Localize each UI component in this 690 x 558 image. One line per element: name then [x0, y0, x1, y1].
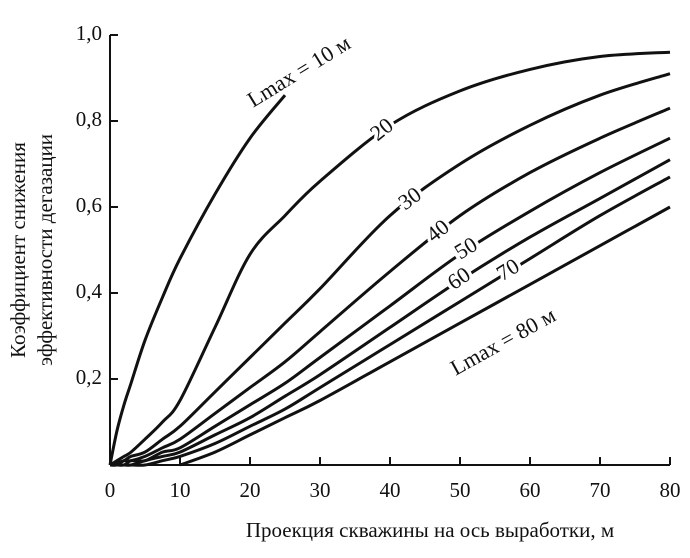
x-tick-label: 80 [660, 478, 681, 502]
y-tick-label: 0,4 [76, 279, 103, 303]
x-tick-label: 30 [310, 478, 331, 502]
curve [110, 175, 671, 467]
curve [109, 72, 671, 467]
x-tick-label: 60 [520, 478, 541, 502]
curve [109, 50, 671, 467]
curve [108, 94, 287, 466]
y-axis-label: эффективности дегазации [33, 134, 57, 366]
y-tick-label: 0,8 [76, 107, 102, 131]
series-label: Lmax = 80 м [446, 302, 560, 380]
curve [110, 136, 671, 467]
x-tick-label: 20 [240, 478, 261, 502]
curve [110, 158, 671, 467]
x-tick-label: 10 [170, 478, 191, 502]
series-label: Lmax = 10 м [243, 30, 355, 112]
curve [179, 205, 671, 467]
y-tick-label: 1,0 [76, 21, 102, 45]
x-tick-label: 70 [590, 478, 611, 502]
y-tick-label: 0,2 [76, 365, 102, 389]
x-tick-label: 40 [380, 478, 401, 502]
x-tick-label: 0 [105, 478, 116, 502]
y-tick-label: 0,6 [76, 193, 102, 217]
x-axis-label: Проекция скважины на ось выработки, м [246, 518, 614, 542]
x-tick-label: 50 [450, 478, 471, 502]
y-axis-label: Коэффициент снижения [6, 142, 30, 358]
